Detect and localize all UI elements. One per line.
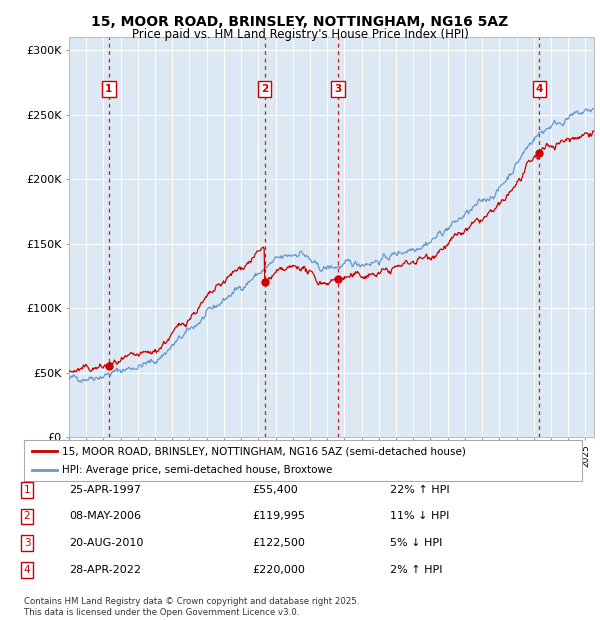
Text: 2% ↑ HPI: 2% ↑ HPI	[390, 565, 443, 575]
Text: 20-AUG-2010: 20-AUG-2010	[69, 538, 143, 548]
Text: 15, MOOR ROAD, BRINSLEY, NOTTINGHAM, NG16 5AZ: 15, MOOR ROAD, BRINSLEY, NOTTINGHAM, NG1…	[91, 16, 509, 30]
Text: 15, MOOR ROAD, BRINSLEY, NOTTINGHAM, NG16 5AZ (semi-detached house): 15, MOOR ROAD, BRINSLEY, NOTTINGHAM, NG1…	[62, 446, 466, 456]
Text: £122,500: £122,500	[252, 538, 305, 548]
Text: 3: 3	[335, 84, 342, 94]
Text: 1: 1	[106, 84, 113, 94]
Text: 22% ↑ HPI: 22% ↑ HPI	[390, 485, 449, 495]
Text: 2: 2	[261, 84, 268, 94]
Text: 11% ↓ HPI: 11% ↓ HPI	[390, 512, 449, 521]
Text: £55,400: £55,400	[252, 485, 298, 495]
Text: 08-MAY-2006: 08-MAY-2006	[69, 512, 141, 521]
Text: HPI: Average price, semi-detached house, Broxtowe: HPI: Average price, semi-detached house,…	[62, 464, 332, 475]
Text: 4: 4	[23, 565, 31, 575]
Text: £220,000: £220,000	[252, 565, 305, 575]
Text: £119,995: £119,995	[252, 512, 305, 521]
Text: 4: 4	[536, 84, 543, 94]
Text: 5% ↓ HPI: 5% ↓ HPI	[390, 538, 442, 548]
Text: 28-APR-2022: 28-APR-2022	[69, 565, 141, 575]
Text: 2: 2	[23, 512, 31, 521]
Text: 25-APR-1997: 25-APR-1997	[69, 485, 141, 495]
Text: Contains HM Land Registry data © Crown copyright and database right 2025.
This d: Contains HM Land Registry data © Crown c…	[24, 598, 359, 617]
Text: 1: 1	[23, 485, 31, 495]
Text: 3: 3	[23, 538, 31, 548]
Text: Price paid vs. HM Land Registry's House Price Index (HPI): Price paid vs. HM Land Registry's House …	[131, 28, 469, 41]
